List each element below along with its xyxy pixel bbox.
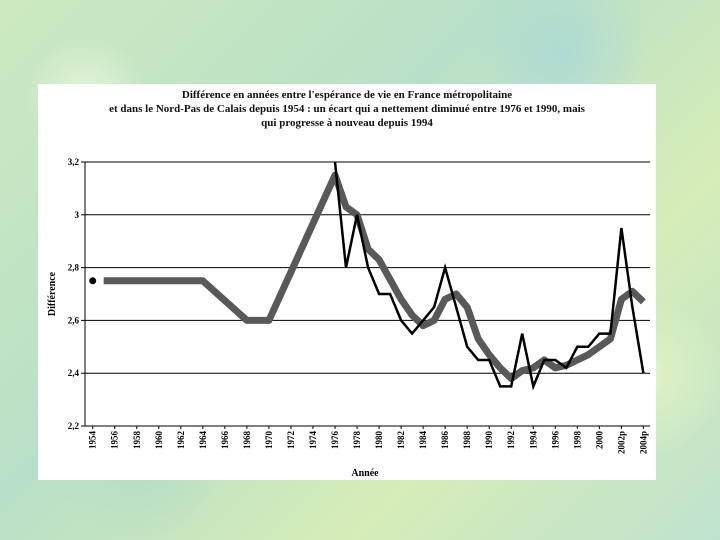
- x-tick-label: 1990: [484, 431, 494, 450]
- y-tick-label: 3: [75, 210, 80, 220]
- x-tick-label: 1986: [440, 431, 450, 450]
- x-tick-label: 1976: [330, 431, 340, 450]
- y-tick-label: 2,4: [68, 368, 80, 378]
- x-tick-label: 1956: [110, 431, 120, 450]
- x-tick-label: 1972: [286, 431, 296, 450]
- y-tick-label: 2,6: [68, 315, 80, 325]
- series-line-smoothed: [103, 171, 646, 382]
- y-tick-label: 2,8: [68, 263, 80, 273]
- x-tick-label: 1960: [154, 431, 164, 450]
- x-tick-label: 1964: [198, 431, 208, 450]
- chart-title-line-2: et dans le Nord-Pas de Calais depuis 195…: [109, 103, 585, 115]
- x-tick-label: 1970: [264, 431, 274, 450]
- chart-panel: 2,2 2,4 2,6 2,8 3 3,2 1954 1956 1958 1960 1962 1964…: [38, 84, 656, 480]
- series-layer: [89, 161, 646, 391]
- x-tick-label: 1974: [308, 431, 318, 450]
- x-tick-label: 1988: [462, 431, 472, 450]
- x-tick-label: 1994: [528, 431, 538, 450]
- x-tick-label: 1980: [374, 431, 384, 450]
- chart-svg: 2,2 2,4 2,6 2,8 3 3,2 1954 1956 1958 1960 1962 1964…: [47, 157, 650, 479]
- x-tick-label: 2000: [594, 431, 604, 450]
- x-axis-label: Année: [351, 468, 379, 479]
- x-tick-label: 1992: [506, 431, 516, 450]
- chart-title-line-3: qui progresse à nouveau depuis 1994: [261, 117, 433, 129]
- axis-layer: 2,2 2,4 2,6 2,8 3 3,2 1954 1956 1958 1960 1962 1964…: [68, 157, 650, 454]
- x-tick-label: 1996: [550, 431, 560, 450]
- y-tick-label: 3,2: [68, 157, 80, 167]
- x-tick-label: 1998: [572, 431, 582, 450]
- x-tick-label: 1954: [88, 431, 98, 450]
- y-tick-label: 2,2: [68, 421, 80, 431]
- x-tick-label: 1984: [418, 431, 428, 450]
- label-layer: Différence Année: [47, 271, 379, 479]
- x-tick-label: 1958: [132, 431, 142, 450]
- y-axis-label: Différence: [47, 271, 58, 316]
- data-point-1954: [89, 277, 97, 285]
- x-tick-label: 1968: [242, 431, 252, 450]
- chart-title-line-1: Différence en années entre l'espérance d…: [181, 89, 513, 101]
- x-tick-label: 1966: [220, 431, 230, 450]
- x-tick-label: 2004p: [638, 431, 648, 454]
- chart-title: Différence en années entre l'espérance d…: [38, 88, 656, 130]
- x-tick-label: 1962: [176, 431, 186, 450]
- series-line-annual: [333, 161, 645, 391]
- x-tick-label: 1978: [352, 431, 362, 450]
- grid-layer: [85, 161, 650, 427]
- x-tick-label: 2002p: [616, 431, 626, 454]
- x-tick-label: 1982: [396, 431, 406, 450]
